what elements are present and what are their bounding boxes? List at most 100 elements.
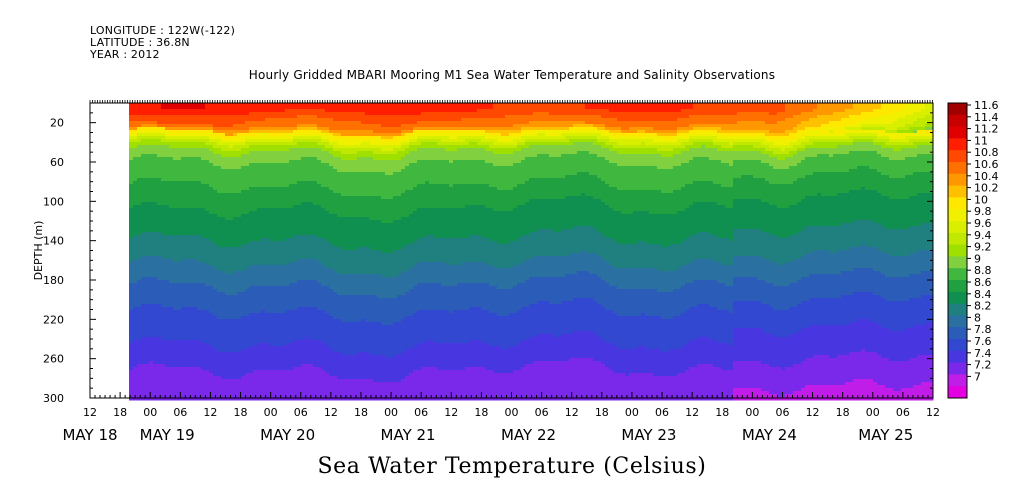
- heatmap-cell: [197, 376, 202, 380]
- heatmap-cell: [321, 211, 326, 215]
- heatmap-cell: [309, 367, 314, 371]
- heatmap-cell: [161, 274, 166, 278]
- heatmap-cell: [325, 247, 330, 251]
- heatmap-cell: [205, 160, 210, 164]
- heatmap-cell: [285, 172, 290, 176]
- heatmap-cell: [129, 382, 134, 386]
- heatmap-cell: [217, 103, 222, 107]
- heatmap-cell: [269, 388, 274, 392]
- heatmap-cell: [209, 364, 214, 368]
- heatmap-cell: [325, 280, 330, 284]
- heatmap-cell: [233, 259, 238, 263]
- heatmap-cell: [273, 250, 278, 254]
- heatmap-cell: [205, 235, 210, 239]
- heatmap-cell: [285, 109, 290, 113]
- heatmap-cell: [281, 271, 286, 275]
- heatmap-cell: [149, 202, 154, 206]
- heatmap-cell: [197, 169, 202, 173]
- heatmap-cell: [265, 346, 270, 350]
- heatmap-cell: [173, 358, 178, 362]
- heatmap-cell: [161, 271, 166, 275]
- heatmap-cell: [185, 265, 190, 269]
- heatmap-cell: [293, 310, 298, 314]
- heatmap-cell: [269, 145, 274, 149]
- heatmap-cell: [173, 319, 178, 323]
- heatmap-cell: [309, 151, 314, 155]
- heatmap-cell: [205, 262, 210, 266]
- heatmap-cell: [289, 382, 294, 386]
- heatmap-cell: [329, 184, 334, 188]
- heatmap-cell: [317, 127, 322, 131]
- heatmap-cell: [217, 178, 222, 182]
- heatmap-cell: [185, 118, 190, 122]
- heatmap-cell: [277, 310, 282, 314]
- heatmap-cell: [161, 157, 166, 161]
- heatmap-cell: [189, 331, 194, 335]
- heatmap-cell: [241, 244, 246, 248]
- heatmap-cell: [309, 250, 314, 254]
- heatmap-cell: [245, 232, 250, 236]
- heatmap-cell: [141, 238, 146, 242]
- heatmap-cell: [189, 328, 194, 332]
- heatmap-cell: [173, 208, 178, 212]
- heatmap-cell: [157, 130, 162, 134]
- heatmap-cell: [285, 397, 290, 401]
- heatmap-cell: [161, 217, 166, 221]
- heatmap-cell: [205, 274, 210, 278]
- heatmap-cell: [241, 286, 246, 290]
- heatmap-cell: [297, 172, 302, 176]
- heatmap-cell: [245, 289, 250, 293]
- heatmap-cell: [325, 139, 330, 143]
- heatmap-cell: [309, 247, 314, 251]
- heatmap-cell: [301, 169, 306, 173]
- heatmap-cell: [213, 145, 218, 149]
- heatmap-cell: [225, 151, 230, 155]
- heatmap-cell: [253, 217, 258, 221]
- heatmap-cell: [257, 136, 262, 140]
- heatmap-cell: [253, 109, 258, 113]
- heatmap-cell: [297, 325, 302, 329]
- heatmap-cell: [129, 250, 134, 254]
- heatmap-cell: [245, 103, 250, 107]
- heatmap-cell: [149, 124, 154, 128]
- heatmap-cell: [205, 340, 210, 344]
- heatmap-cell: [285, 223, 290, 227]
- heatmap-cell: [145, 112, 150, 116]
- heatmap-cell: [253, 292, 258, 296]
- heatmap-cell: [281, 286, 286, 290]
- heatmap-cell: [209, 160, 214, 164]
- heatmap-cell: [145, 262, 150, 266]
- heatmap-cell: [149, 394, 154, 398]
- heatmap-cell: [165, 250, 170, 254]
- heatmap-cell: [209, 238, 214, 242]
- heatmap-cell: [173, 346, 178, 350]
- heatmap-cell: [241, 196, 246, 200]
- heatmap-cell: [253, 163, 258, 167]
- heatmap-cell: [253, 295, 258, 299]
- heatmap-cell: [261, 175, 266, 179]
- heatmap-cell: [201, 139, 206, 143]
- heatmap-cell: [129, 292, 134, 296]
- heatmap-cell: [325, 232, 330, 236]
- heatmap-cell: [309, 223, 314, 227]
- heatmap-cell: [325, 388, 330, 392]
- heatmap-cell: [137, 196, 142, 200]
- heatmap-cell: [313, 253, 318, 257]
- heatmap-cell: [165, 169, 170, 173]
- heatmap-cell: [229, 250, 234, 254]
- heatmap-cell: [249, 331, 254, 335]
- heatmap-cell: [293, 304, 298, 308]
- heatmap-cell: [269, 319, 274, 323]
- heatmap-cell: [205, 253, 210, 257]
- heatmap-cell: [257, 241, 262, 245]
- heatmap-cell: [245, 262, 250, 266]
- heatmap-cell: [237, 298, 242, 302]
- heatmap-cell: [329, 130, 334, 134]
- heatmap-cell: [137, 205, 142, 209]
- heatmap-cell: [229, 130, 234, 134]
- heatmap-cell: [205, 112, 210, 116]
- heatmap-cell: [249, 361, 254, 365]
- heatmap-cell: [273, 112, 278, 116]
- heatmap-cell: [197, 397, 202, 401]
- heatmap-cell: [265, 214, 270, 218]
